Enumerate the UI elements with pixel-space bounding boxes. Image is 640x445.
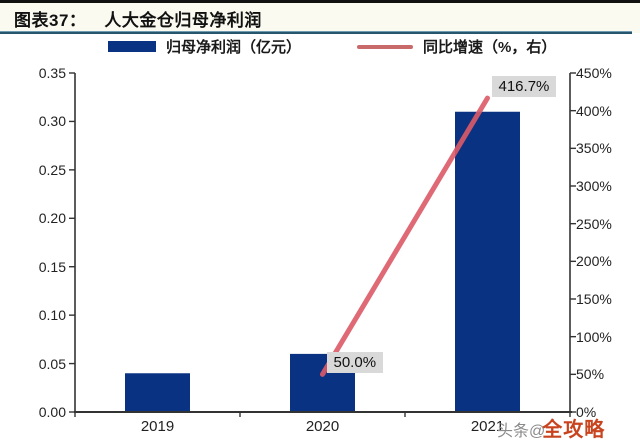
left-axis-tick-label: 0.10: [38, 307, 66, 324]
chart-title-text: 人大金仓归母净利润: [104, 11, 262, 30]
title-underline: [0, 31, 632, 34]
legend-item-net-profit: 归母净利润（亿元）: [108, 36, 301, 57]
data-label-2020: 50.0%: [326, 352, 384, 374]
page-title: 图表37： 人大金仓归母净利润: [14, 6, 262, 31]
left-axis-tick-label: 0.35: [38, 65, 66, 81]
top-border-rule: [0, 0, 640, 3]
left-axis-tick-label: 0.20: [38, 210, 66, 227]
right-axis-tick-label: 450%: [576, 65, 612, 81]
watermark-gray-text: 头条@: [497, 423, 546, 440]
header-band: [0, 3, 640, 33]
right-axis-tick-label: 100%: [576, 328, 612, 345]
line-series-swatch: [357, 44, 413, 49]
right-axis-tick-label: 50%: [576, 366, 605, 383]
watermark-orange-text: 全攻略: [542, 419, 606, 441]
right-axis-tick-label: 150%: [576, 291, 612, 307]
legend-bar-label: 归母净利润（亿元）: [166, 39, 302, 56]
chart-legend: 归母净利润（亿元） 同比增速（%，右）: [0, 36, 640, 62]
data-label-2021: 416.7%: [491, 76, 557, 98]
watermark: 头条@全攻略: [497, 413, 605, 442]
x-axis-label-2019: 2019: [140, 418, 175, 435]
left-axis-tick-label: 0.30: [38, 113, 66, 130]
left-axis-tick-label: 0.25: [38, 161, 66, 178]
right-axis-tick-label: 0%: [576, 404, 597, 420]
left-axis-tick-label: 0.15: [38, 258, 66, 275]
left-axis-tick-label: 0.05: [38, 355, 66, 372]
bar-2021: [455, 111, 520, 412]
right-axis-tick-label: 200%: [576, 253, 612, 270]
right-axis-tick-label: 400%: [576, 102, 612, 119]
bar-2019: [125, 373, 190, 412]
x-axis-label-2021: 2021: [470, 418, 505, 435]
legend-line-label: 同比增速（%，右）: [423, 39, 557, 56]
x-axis-label-2020: 2020: [305, 418, 340, 435]
chart-number-label: 图表37：: [14, 11, 87, 30]
legend-item-yoy-growth: 同比增速（%，右）: [357, 36, 556, 57]
bar-series-swatch: [108, 41, 156, 52]
left-axis-tick-label: 0.00: [38, 404, 66, 420]
right-axis-tick-label: 250%: [576, 215, 612, 232]
right-axis-tick-label: 350%: [576, 140, 612, 157]
right-axis-tick-label: 300%: [576, 178, 612, 194]
yoy-growth-line: [320, 95, 490, 377]
